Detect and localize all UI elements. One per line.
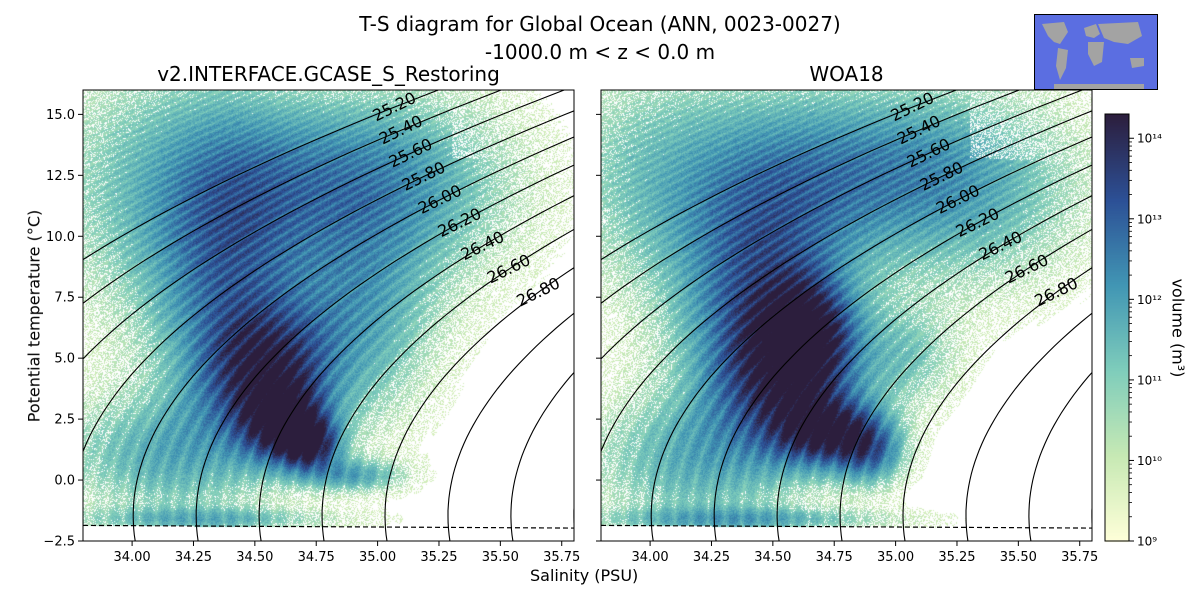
- x-tick-label: 34.25: [693, 550, 730, 565]
- contour-label: 26.60: [1002, 250, 1052, 287]
- colorbar-tick-label: 10⁹: [1137, 535, 1157, 549]
- x-tick-label: 35.50: [1000, 550, 1037, 565]
- x-tick-label: 34.50: [754, 550, 791, 565]
- x-tick-label: 35.75: [1061, 550, 1098, 565]
- region-inset-map: [1034, 14, 1158, 90]
- inset-frame: [1034, 14, 1158, 90]
- density-contour: [83, 90, 565, 360]
- density-contour: [447, 312, 574, 541]
- x-tick-label: 34.00: [113, 550, 150, 565]
- x-tick-label: 34.50: [236, 550, 273, 565]
- density-contour: [510, 371, 574, 541]
- density-contour: [637, 376, 697, 541]
- figure-subtitle: -1000.0 m < z < 0.0 m: [484, 40, 716, 64]
- inset-landmass: [1088, 42, 1104, 66]
- freezing-point-line: [600, 524, 1093, 529]
- inset-landmass: [1130, 58, 1144, 68]
- colorbar-tick-label: 10¹¹: [1137, 373, 1162, 387]
- plot-frame: [82, 89, 575, 542]
- x-tick-label: 35.00: [877, 550, 914, 565]
- inset-landmass: [1042, 22, 1068, 44]
- contour-label: 26.20: [953, 204, 1003, 241]
- x-tick-label: 35.25: [938, 550, 975, 565]
- density-contour: [601, 90, 957, 261]
- contour-label: 26.40: [976, 227, 1026, 264]
- density-contour: [713, 164, 1092, 541]
- freezing-point-line: [82, 524, 575, 529]
- density-contour: [601, 110, 1092, 454]
- density-contour: [902, 267, 1092, 541]
- y-tick-label: 10.0: [46, 230, 75, 245]
- colorbar-tick-label: 10¹⁰: [1137, 454, 1162, 468]
- x-tick-label: 35.00: [359, 550, 396, 565]
- inset-land-icon: [1042, 22, 1144, 90]
- density-contour: [965, 312, 1092, 541]
- panel-title-model: v2.INTERFACE.GCASE_S_Restoring: [157, 62, 500, 86]
- density-contour: [601, 90, 1020, 304]
- contour-label: 26.40: [458, 227, 508, 264]
- plot-frame: [600, 89, 1093, 542]
- x-tick-label: 35.75: [543, 550, 580, 565]
- contour-label: 26.60: [484, 250, 534, 287]
- contour-label: 26.20: [435, 204, 485, 241]
- colorbar-tick-label: 10¹³: [1137, 212, 1162, 226]
- y-tick-label: −2.5: [43, 535, 75, 550]
- y-tick-label: 15.0: [46, 108, 75, 123]
- density-contour: [384, 267, 574, 541]
- colorbar-frame: [1104, 113, 1130, 542]
- density-contour: [650, 136, 1092, 541]
- x-tick-label: 35.50: [482, 550, 519, 565]
- x-tick-label: 34.25: [175, 550, 212, 565]
- panel-title-obs: WOA18: [809, 62, 884, 86]
- density-contour: [83, 90, 439, 261]
- x-tick-label: 34.00: [631, 550, 668, 565]
- y-tick-label: 7.5: [54, 291, 75, 306]
- contour-label: 26.80: [1031, 273, 1081, 310]
- density-contour: [1028, 371, 1092, 541]
- density-contour: [1091, 501, 1092, 531]
- y-tick-label: 5.0: [54, 352, 75, 367]
- density-contour: [321, 228, 574, 541]
- x-tick-label: 34.75: [298, 550, 335, 565]
- x-tick-label: 34.75: [816, 550, 853, 565]
- y-tick-label: 2.5: [54, 413, 75, 428]
- figure-title: T-S diagram for Global Ocean (ANN, 0023-…: [359, 12, 841, 36]
- inset-landmass: [1098, 22, 1142, 44]
- density-contour: [132, 136, 574, 541]
- y-tick-label: 0.0: [54, 474, 75, 489]
- inset-landmass: [1056, 48, 1068, 80]
- density-contour: [258, 194, 574, 541]
- density-contour: [601, 90, 1083, 360]
- inset-landmass: [1054, 84, 1144, 90]
- x-tick-label: 35.25: [420, 550, 457, 565]
- density-contour: [195, 164, 574, 541]
- density-contour: [573, 501, 574, 531]
- contour-label: 26.80: [513, 273, 563, 310]
- density-contour: [83, 110, 574, 454]
- colorbar-tick-label: 10¹⁴: [1137, 132, 1162, 146]
- density-contour: [776, 194, 1092, 541]
- inset-landmass: [1084, 24, 1100, 38]
- colorbar-tick-label: 10¹²: [1137, 293, 1162, 307]
- y-tick-label: 12.5: [46, 169, 75, 184]
- x-axis-label: Salinity (PSU): [530, 566, 639, 585]
- density-contour: [839, 228, 1092, 541]
- density-contour: [83, 90, 502, 304]
